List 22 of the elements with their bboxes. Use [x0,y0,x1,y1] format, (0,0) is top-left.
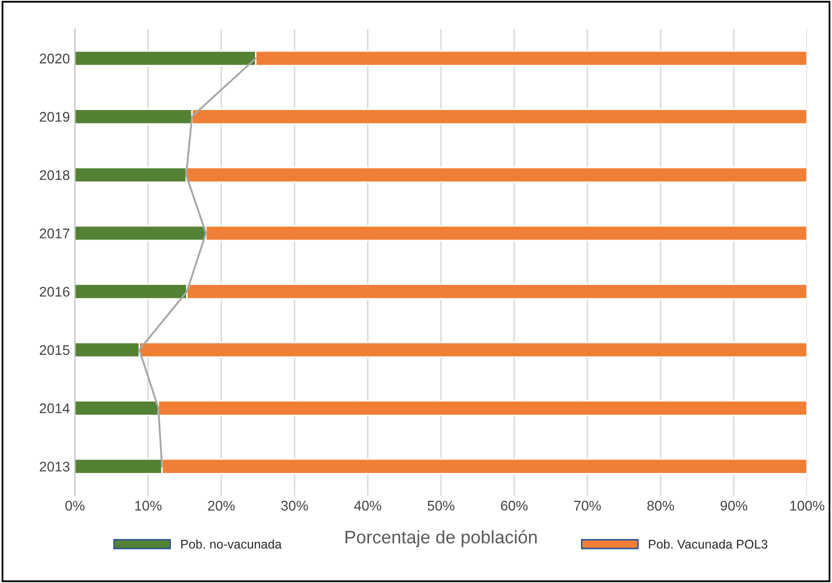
x-tick-label: 100% [790,500,824,511]
y-tick-label: 2017 [40,228,70,238]
x-tick-label: 40% [354,500,382,511]
y-tick-label: 2015 [40,345,70,355]
x-tick-label: 70% [574,500,601,511]
y-tick-label: 2014 [40,403,70,414]
x-tick-label: 90% [720,500,748,511]
x-tick-label: 30% [281,500,308,511]
legend-label: Pob. Vacunada POL3 [648,539,768,549]
y-tick-label: 2020 [40,54,70,64]
x-axis-title: Porcentaje de población [346,530,537,548]
x-tick-label: 0% [65,500,84,511]
y-tick-label: 2019 [40,112,70,122]
x-tick-label: 50% [428,500,454,511]
y-tick-label: 2018 [40,170,70,180]
y-tick-label: 2013 [40,462,70,472]
x-tick-label: 20% [208,500,235,511]
y-tick-label: 2016 [40,286,70,297]
legend-label: Pob. no-vacunada [181,539,282,549]
x-tick-label: 10% [135,500,162,511]
x-tick-label: 80% [647,500,674,511]
x-tick-label: 60% [500,500,528,511]
